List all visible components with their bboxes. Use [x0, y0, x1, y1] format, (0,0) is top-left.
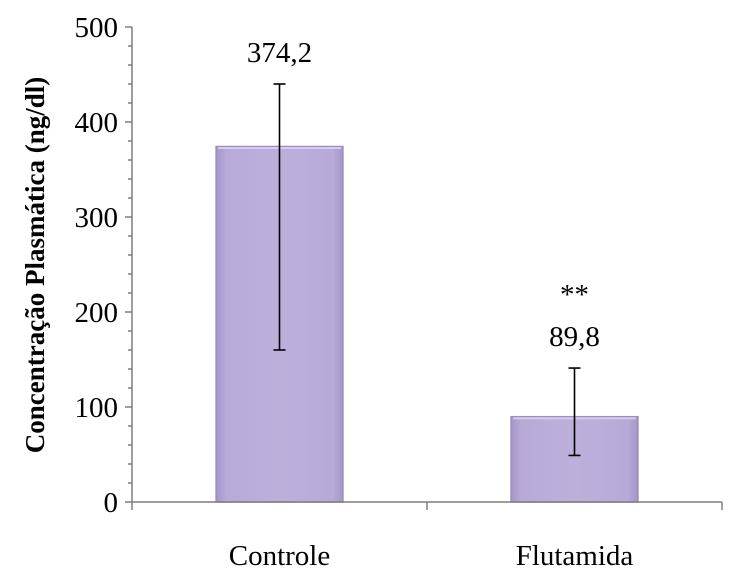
y-tick-label: 0 — [104, 487, 119, 519]
category-label: Controle — [229, 540, 331, 569]
significance-annotation: ** — [560, 279, 589, 311]
data-label: 374,2 — [247, 37, 312, 69]
axes — [131, 27, 723, 510]
y-tick-label: 400 — [75, 107, 119, 139]
y-tick-label: 500 — [75, 12, 119, 44]
y-axis-label: Concentração Plasmática (ng/dl) — [20, 77, 50, 453]
error-bars — [273, 83, 581, 457]
data-labels: 374,2 89,8 ** — [247, 37, 600, 353]
y-tick-label: 300 — [75, 202, 119, 234]
y-tick-label: 200 — [75, 297, 119, 329]
category-labels: Controle Flutamida — [229, 540, 634, 569]
data-label: 89,8 — [549, 321, 600, 353]
y-tick-label: 100 — [75, 392, 119, 424]
category-label: Flutamida — [516, 540, 634, 569]
y-axis-ticks: 0 100 200 300 400 500 — [75, 12, 132, 519]
